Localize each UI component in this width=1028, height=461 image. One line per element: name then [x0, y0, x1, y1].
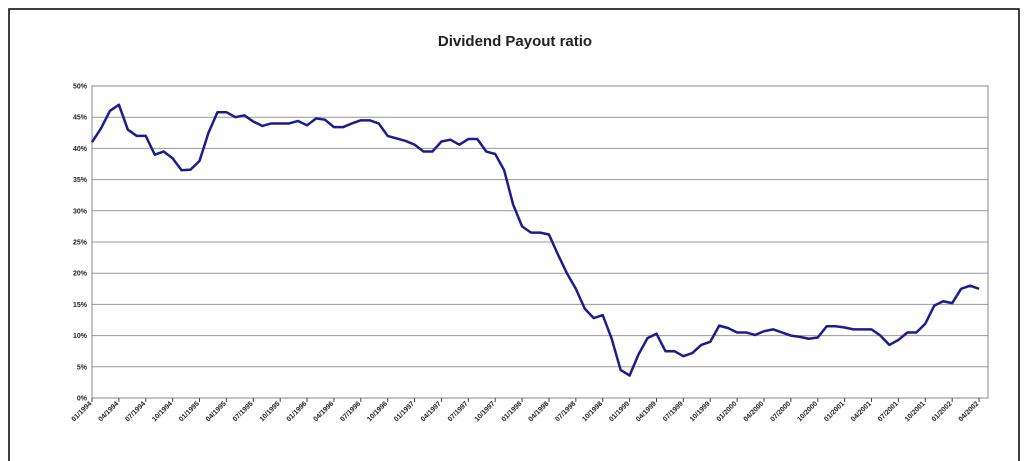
line-series — [90, 103, 980, 377]
y-tick-label: 45% — [73, 115, 88, 122]
y-tick-label: 0% — [77, 396, 88, 403]
plot-area — [91, 85, 989, 399]
y-tick-label: 35% — [73, 177, 88, 184]
y-tick-label: 10% — [73, 333, 88, 340]
y-tick-label: 15% — [73, 302, 88, 309]
y-tick-label: 50% — [73, 84, 88, 91]
y-tick-label: 20% — [73, 271, 88, 278]
y-tick-label: 5% — [77, 364, 88, 371]
y-tick-label: 40% — [73, 146, 88, 153]
y-tick-label: 25% — [73, 240, 88, 247]
chart-title: Dividend Payout ratio — [438, 33, 592, 50]
y-tick-label: 30% — [73, 208, 88, 215]
frame — [8, 8, 1020, 461]
